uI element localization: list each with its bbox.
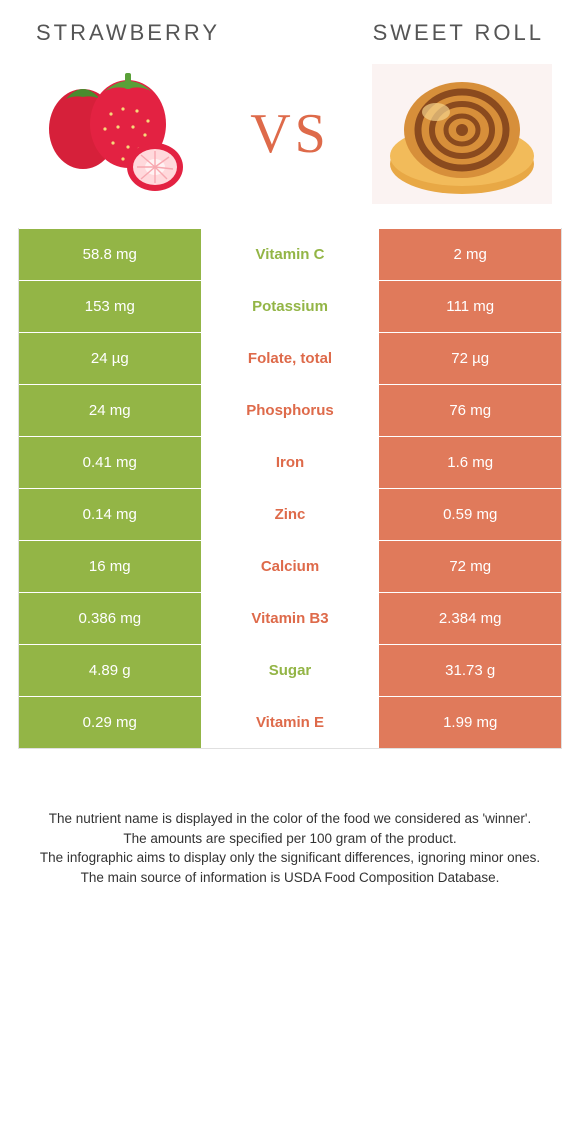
footnote-line: The nutrient name is displayed in the co… [32,809,548,829]
left-value-cell: 153 mg [19,281,201,332]
right-value-cell: 1.6 mg [379,437,561,488]
right-value-cell: 111 mg [379,281,561,332]
table-row: 0.14 mgZinc0.59 mg [19,488,561,540]
nutrient-label-cell: Iron [201,437,380,488]
left-value-cell: 58.8 mg [19,229,201,280]
strawberry-icon [33,69,203,199]
comparison-table: 58.8 mgVitamin C2 mg153 mgPotassium111 m… [18,228,562,749]
right-value-cell: 72 µg [379,333,561,384]
left-value-cell: 24 µg [19,333,201,384]
images-row: VS [18,64,562,204]
table-row: 0.41 mgIron1.6 mg [19,436,561,488]
footnote-line: The amounts are specified per 100 gram o… [32,829,548,849]
nutrient-label-cell: Potassium [201,281,380,332]
nutrient-label-cell: Calcium [201,541,380,592]
right-value-cell: 0.59 mg [379,489,561,540]
right-value-cell: 76 mg [379,385,561,436]
table-row: 0.29 mgVitamin E1.99 mg [19,696,561,748]
food-right-image [372,64,552,204]
titles-row: Strawberry Sweet roll [18,20,562,46]
right-value-cell: 72 mg [379,541,561,592]
left-value-cell: 0.386 mg [19,593,201,644]
vs-label: VS [250,102,330,166]
right-value-cell: 2 mg [379,229,561,280]
right-value-cell: 1.99 mg [379,697,561,748]
left-value-cell: 24 mg [19,385,201,436]
right-value-cell: 2.384 mg [379,593,561,644]
nutrient-label-cell: Vitamin B3 [201,593,380,644]
nutrient-label-cell: Vitamin E [201,697,380,748]
sweet-roll-icon [372,64,552,204]
right-value-cell: 31.73 g [379,645,561,696]
left-value-cell: 0.41 mg [19,437,201,488]
table-row: 0.386 mgVitamin B32.384 mg [19,592,561,644]
table-row: 58.8 mgVitamin C2 mg [19,228,561,280]
table-row: 16 mgCalcium72 mg [19,540,561,592]
food-left-title: Strawberry [18,20,220,46]
nutrient-label-cell: Vitamin C [201,229,380,280]
footnote-line: The infographic aims to display only the… [32,848,548,868]
table-row: 24 µgFolate, total72 µg [19,332,561,384]
nutrient-label-cell: Phosphorus [201,385,380,436]
table-row: 153 mgPotassium111 mg [19,280,561,332]
nutrient-label-cell: Folate, total [201,333,380,384]
food-left-image [28,64,208,204]
left-value-cell: 0.29 mg [19,697,201,748]
nutrient-label-cell: Zinc [201,489,380,540]
left-value-cell: 16 mg [19,541,201,592]
food-right-title: Sweet roll [373,20,562,46]
table-row: 24 mgPhosphorus76 mg [19,384,561,436]
footnote-line: The main source of information is USDA F… [32,868,548,888]
table-row: 4.89 gSugar31.73 g [19,644,561,696]
left-value-cell: 0.14 mg [19,489,201,540]
footnotes: The nutrient name is displayed in the co… [18,809,562,887]
nutrient-label-cell: Sugar [201,645,380,696]
left-value-cell: 4.89 g [19,645,201,696]
